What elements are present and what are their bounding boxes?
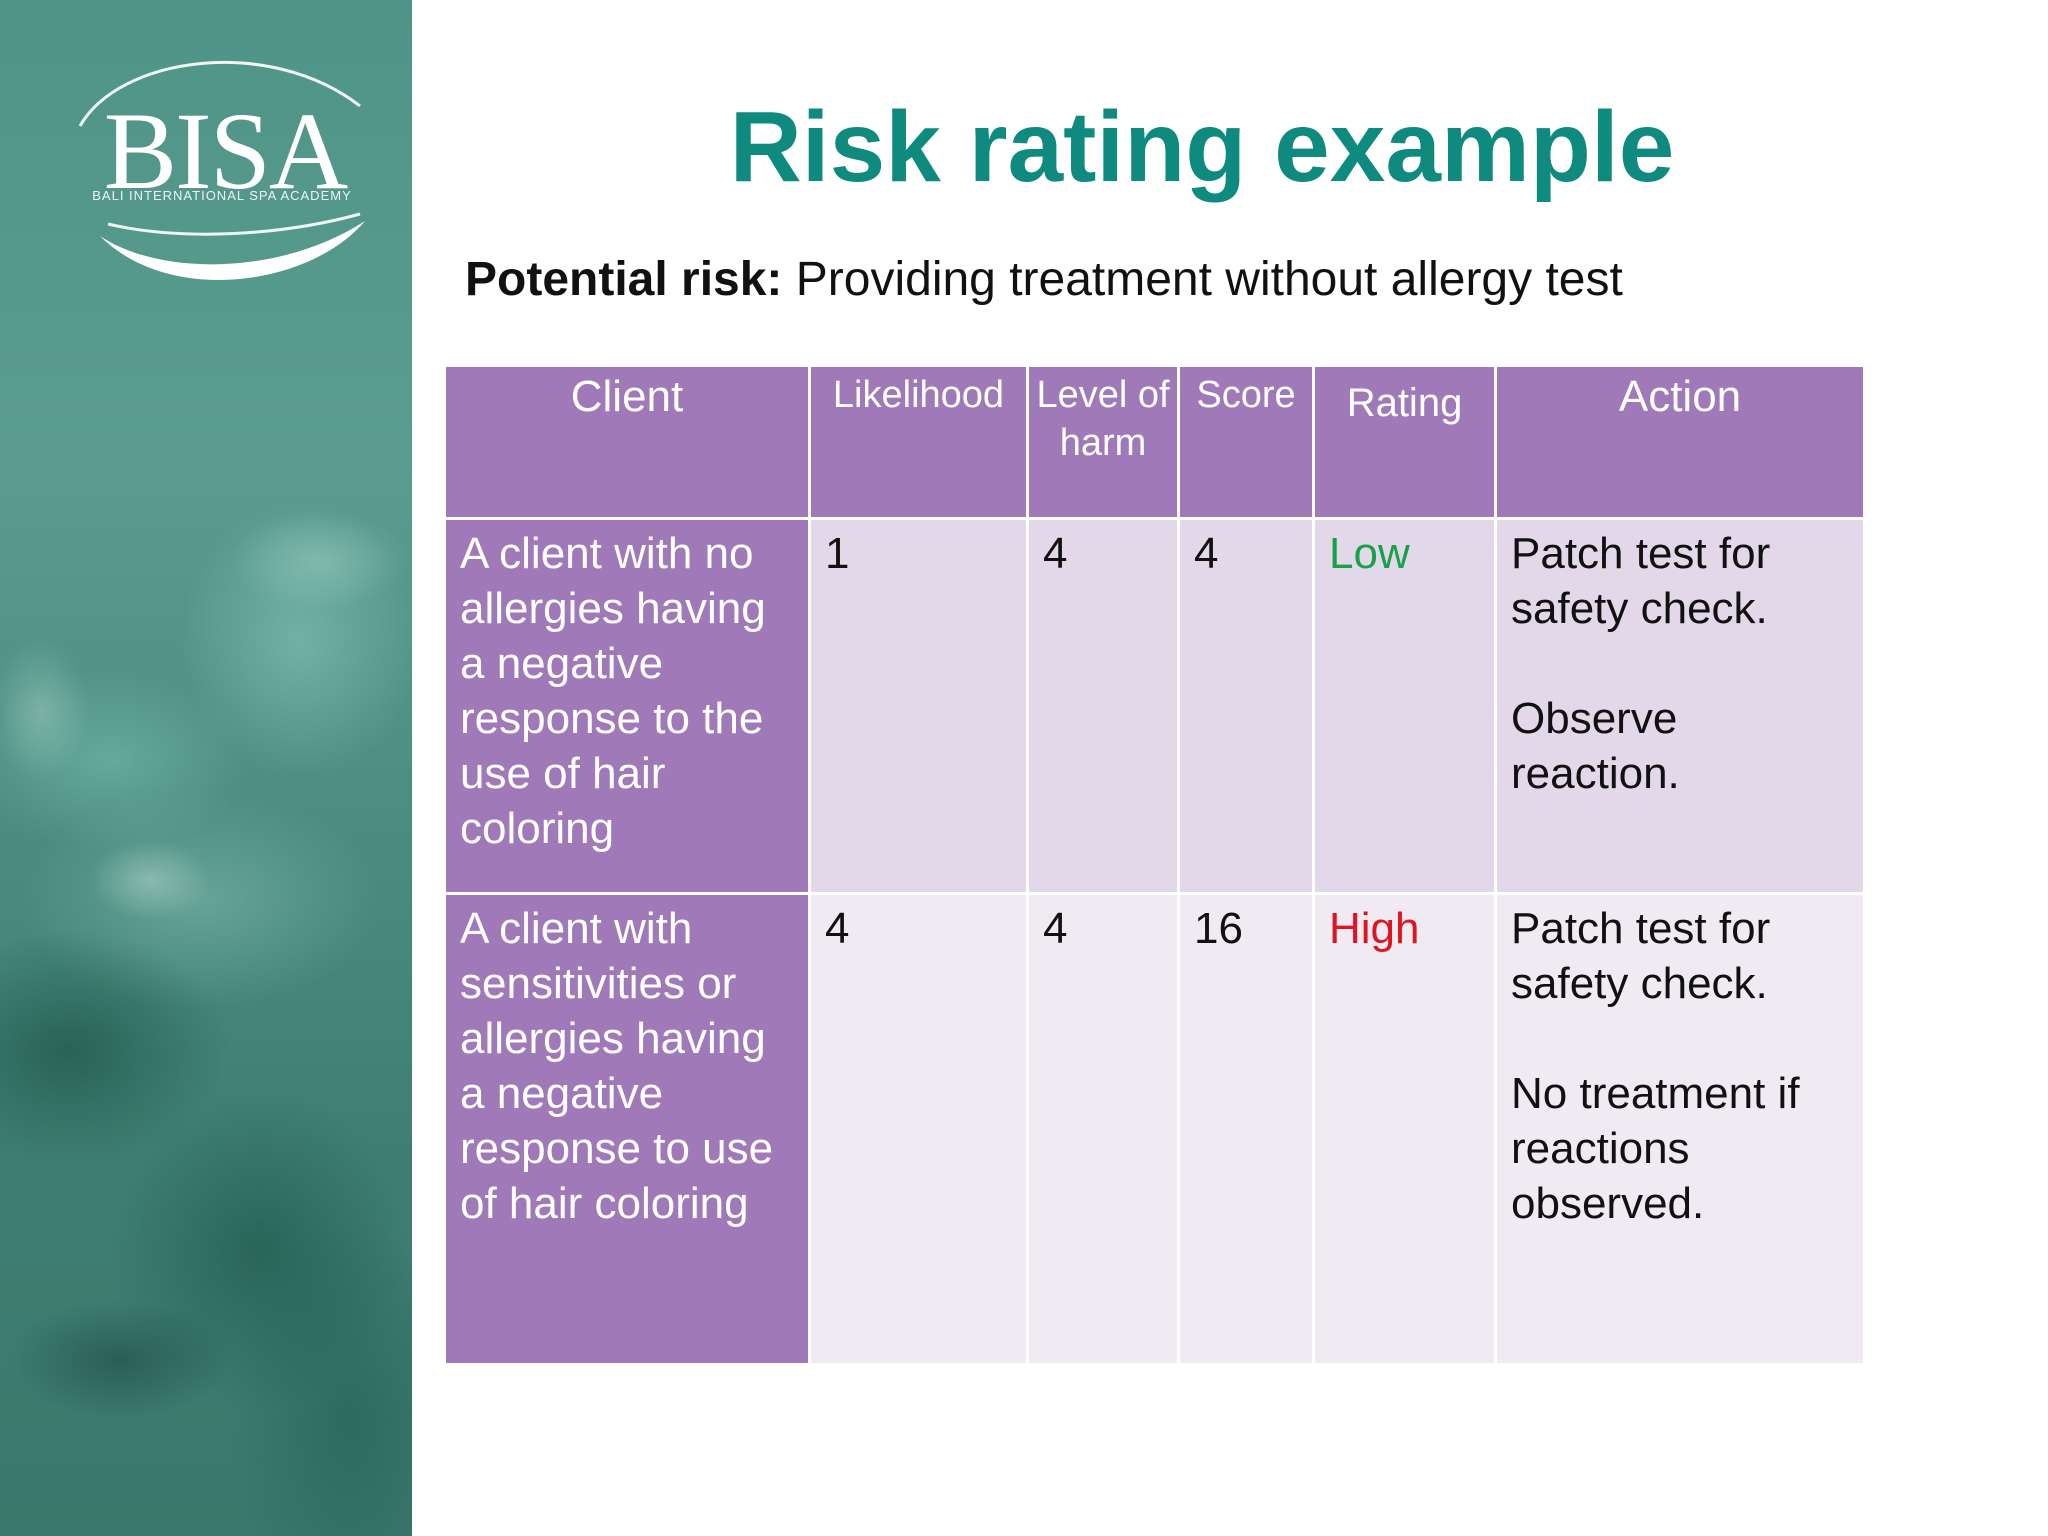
bisa-logo: BISA BALI INTERNATIONAL SPA ACADEMY <box>60 36 365 306</box>
logo-swoosh-icon <box>78 60 365 280</box>
rating-cell: Low <box>1312 517 1497 895</box>
logo-subtext: BALI INTERNATIONAL SPA ACADEMY <box>92 188 352 203</box>
page-title: Risk rating example <box>729 91 1675 203</box>
header-action: Action <box>1494 364 1866 520</box>
table-header-row: Client Likelihood Level of harm Score Ra… <box>443 364 1866 520</box>
client-cell: A client with sensitivities or allergies… <box>443 892 811 1366</box>
potential-risk-text: Providing treatment without allergy test <box>782 253 1623 306</box>
potential-risk-line: Potential risk: Providing treatment with… <box>465 252 1623 308</box>
logo-wordmark: BISA <box>103 90 349 212</box>
table-row: A client with sensitivities or allergies… <box>443 892 1866 1366</box>
level-of-harm-cell: 4 <box>1026 517 1180 895</box>
likelihood-cell: 4 <box>808 892 1029 1366</box>
client-cell: A client with no allergies having a nega… <box>443 517 811 895</box>
action-step: Patch test for safety check. <box>1511 904 1771 1008</box>
rating-cell: High <box>1312 892 1497 1366</box>
header-level-of-harm: Level of harm <box>1026 364 1180 520</box>
score-cell: 16 <box>1177 892 1315 1366</box>
background-photo <box>0 360 412 1536</box>
header-likelihood: Likelihood <box>808 364 1029 520</box>
side-panel-photo: BISA BALI INTERNATIONAL SPA ACADEMY <box>0 0 412 1536</box>
risk-rating-table: Client Likelihood Level of harm Score Ra… <box>443 364 1866 1366</box>
header-rating: Rating <box>1312 364 1497 520</box>
likelihood-cell: 1 <box>808 517 1029 895</box>
level-of-harm-cell: 4 <box>1026 892 1180 1366</box>
header-client: Client <box>443 364 811 520</box>
score-cell: 4 <box>1177 517 1315 895</box>
table-row: A client with no allergies having a nega… <box>443 517 1866 895</box>
header-score: Score <box>1177 364 1315 520</box>
action-step: No treatment if reactions observed. <box>1511 1069 1800 1228</box>
potential-risk-label: Potential risk: <box>465 253 783 306</box>
action-cell: Patch test for safety check. Observe rea… <box>1494 517 1866 895</box>
action-step: Patch test for safety check. <box>1511 529 1771 633</box>
action-step: Observe reaction. <box>1511 694 1680 798</box>
action-cell: Patch test for safety check. No treatmen… <box>1494 892 1866 1366</box>
